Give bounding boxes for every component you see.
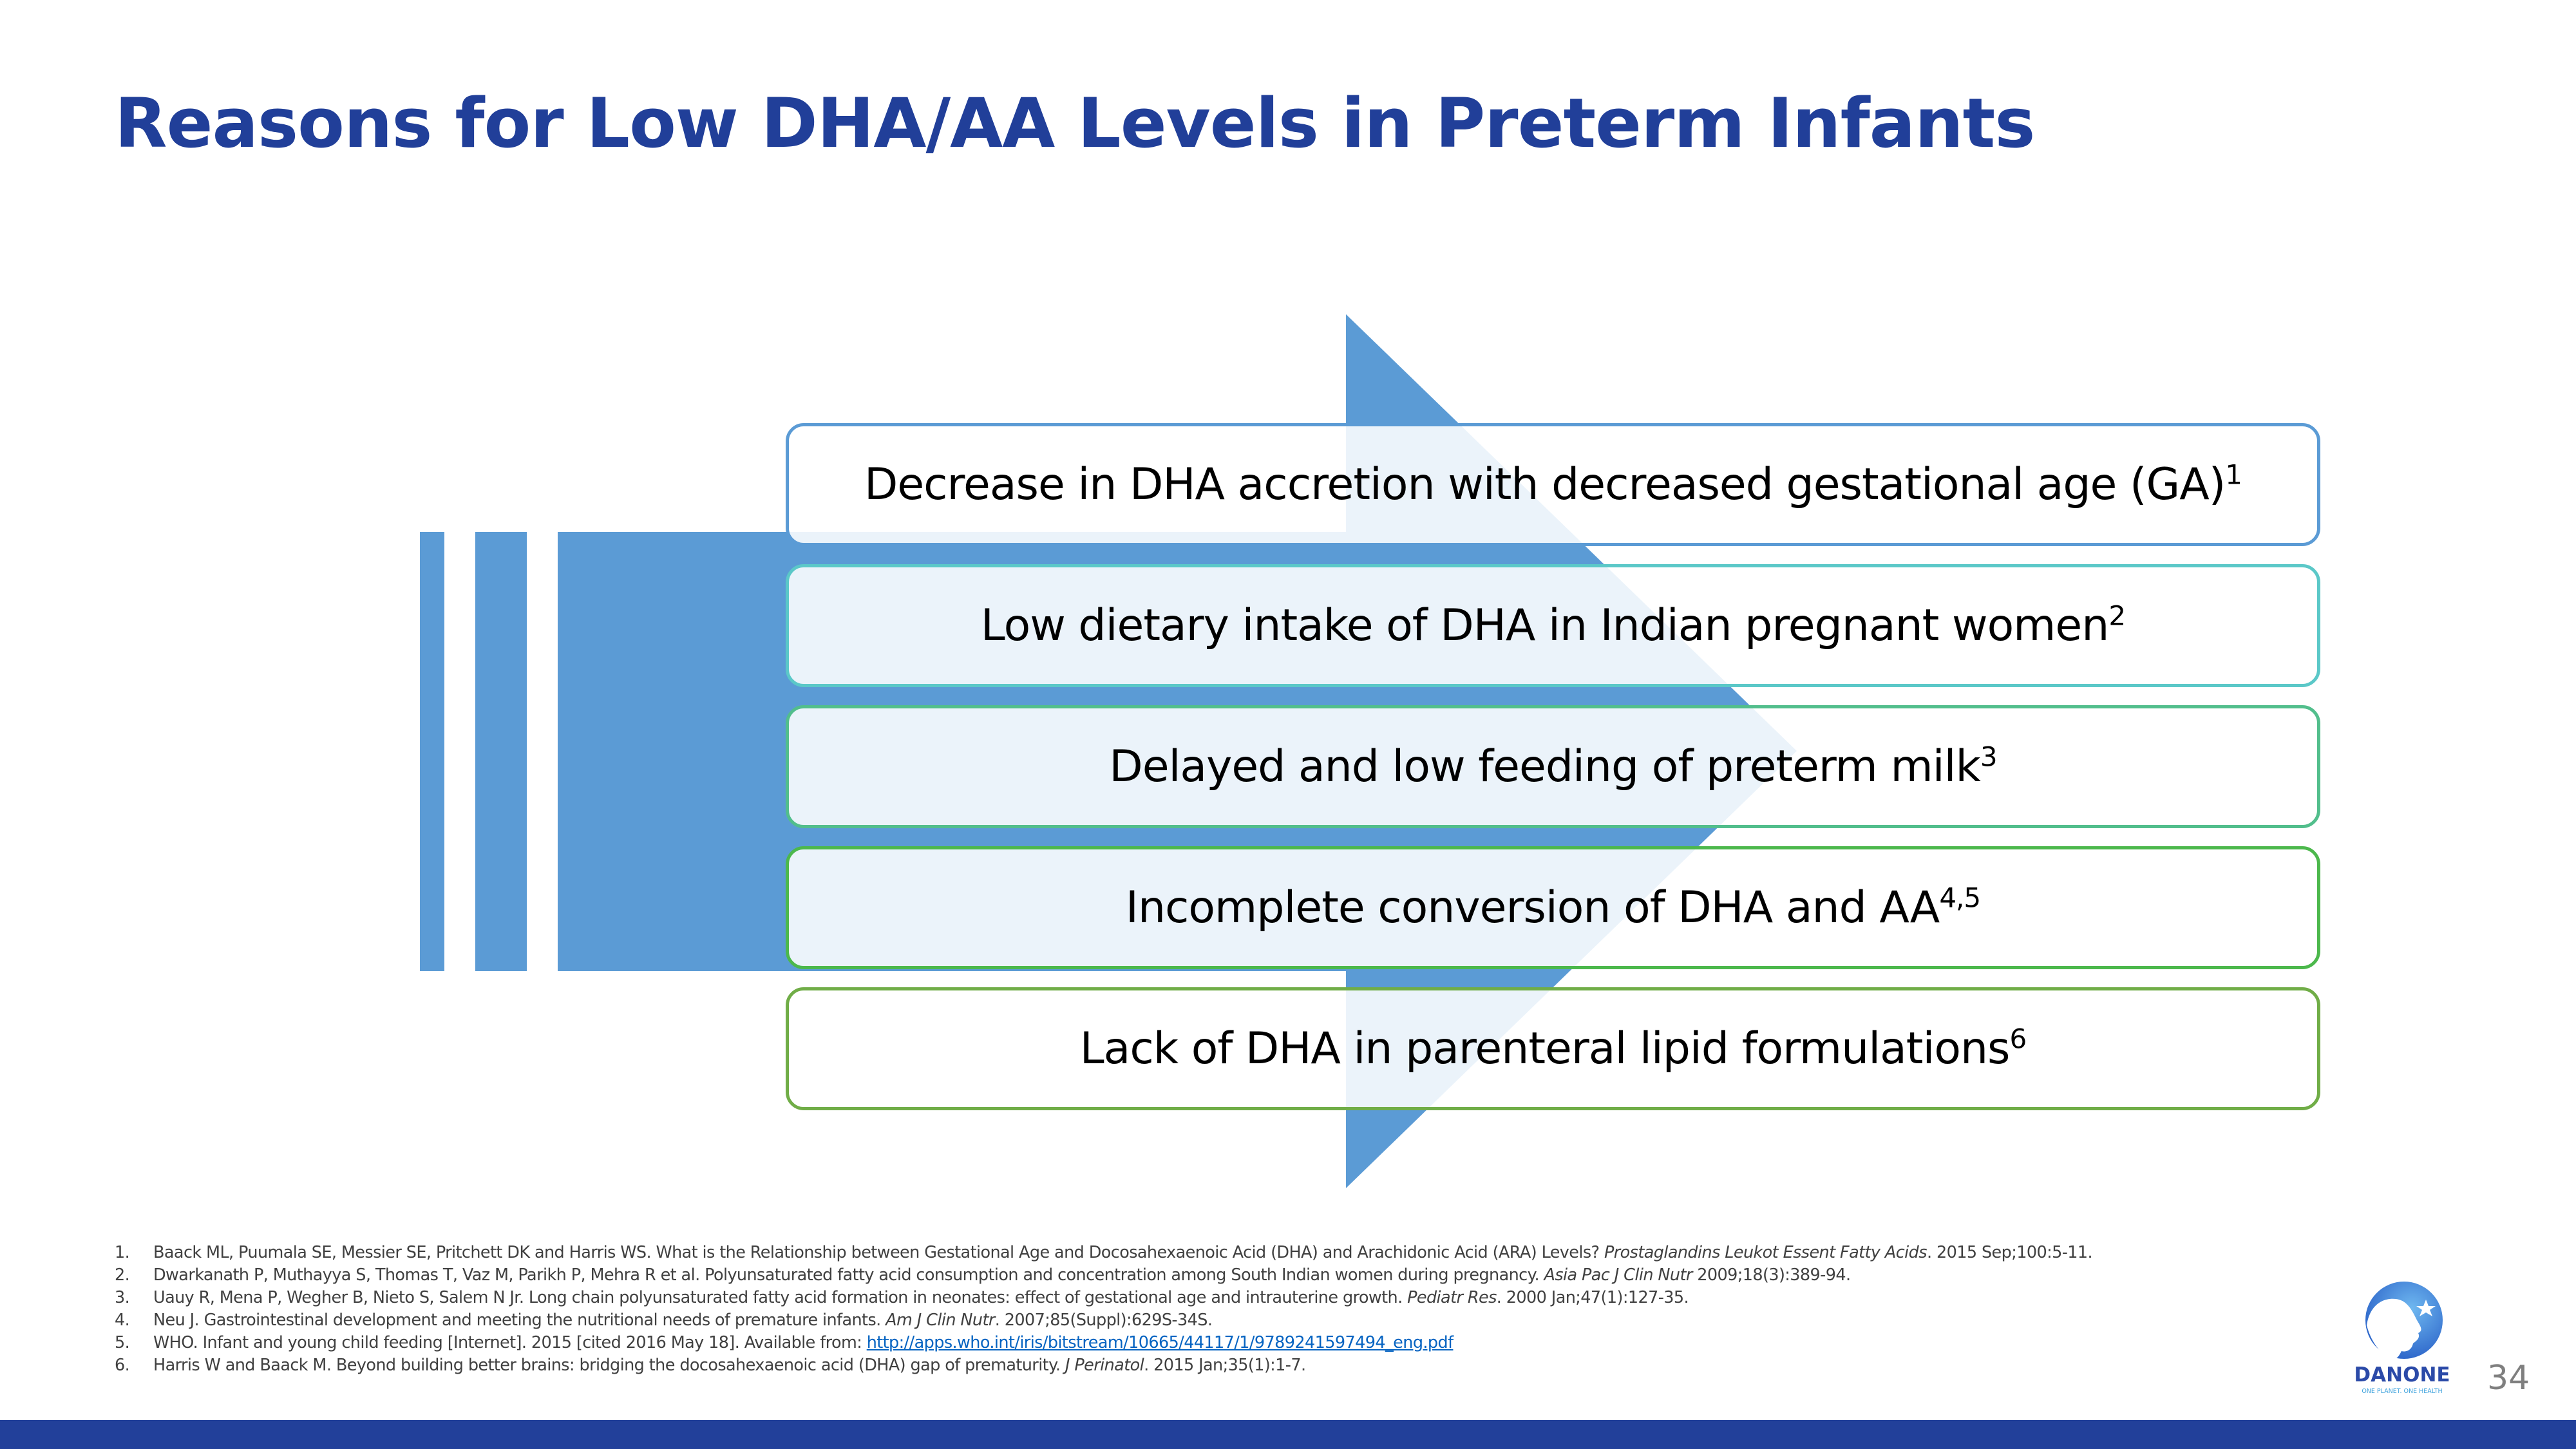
page-title: Reasons for Low DHA/AA Levels in Preterm…: [115, 84, 2035, 163]
reason-box-4: Incomplete conversion of DHA and AA4,5: [786, 846, 2320, 969]
references-list: 1. Baack ML, Puumala SE, Messier SE, Pri…: [115, 1242, 2117, 1377]
reason-text: Decrease in DHA accretion with decreased…: [864, 459, 2242, 510]
reason-text: Delayed and low feeding of preterm milk3: [1109, 741, 1998, 792]
svg-text:ONE PLANET. ONE HEALTH: ONE PLANET. ONE HEALTH: [2362, 1388, 2442, 1395]
arrow-stripe-2: [475, 532, 527, 971]
reason-text: Low dietary intake of DHA in Indian preg…: [980, 600, 2126, 651]
reason-ref: 6: [2009, 1023, 2027, 1055]
bottom-bar: [0, 1420, 2576, 1449]
reason-box-2: Low dietary intake of DHA in Indian preg…: [786, 564, 2320, 687]
reason-ref: 1: [2225, 459, 2242, 491]
reason-ref: 4,5: [1939, 882, 1981, 914]
reference-item: 6. Harris W and Baack M. Beyond building…: [115, 1356, 1306, 1375]
reason-text: Lack of DHA in parenteral lipid formulat…: [1079, 1023, 2027, 1074]
reference-item: 2. Dwarkanath P, Muthayya S, Thomas T, V…: [115, 1265, 1851, 1285]
reference-item: 5. WHO. Infant and young child feeding […: [115, 1333, 1454, 1352]
reason-box-3: Delayed and low feeding of preterm milk3: [786, 705, 2320, 828]
page-number: 34: [2487, 1359, 2530, 1397]
arrow-stripe-1: [420, 532, 444, 971]
reason-ref: 2: [2108, 600, 2126, 632]
reason-ref: 3: [1980, 741, 1998, 773]
reason-box-1: Decrease in DHA accretion with decreased…: [786, 423, 2320, 546]
reference-item: 3. Uauy R, Mena P, Wegher B, Nieto S, Sa…: [115, 1288, 1689, 1307]
danone-logo: DANONE ONE PLANET. ONE HEALTH: [2354, 1280, 2450, 1403]
danone-child-star-logo-icon: DANONE ONE PLANET. ONE HEALTH: [2354, 1282, 2450, 1395]
reference-item: 1. Baack ML, Puumala SE, Messier SE, Pri…: [115, 1243, 2093, 1262]
who-reference-link[interactable]: http://apps.who.int/iris/bitstream/10665…: [866, 1333, 1454, 1352]
reason-box-5: Lack of DHA in parenteral lipid formulat…: [786, 987, 2320, 1110]
reference-item: 4. Neu J. Gastrointestinal development a…: [115, 1311, 1213, 1330]
svg-text:DANONE: DANONE: [2354, 1363, 2450, 1387]
reason-text: Incomplete conversion of DHA and AA4,5: [1125, 882, 1981, 933]
